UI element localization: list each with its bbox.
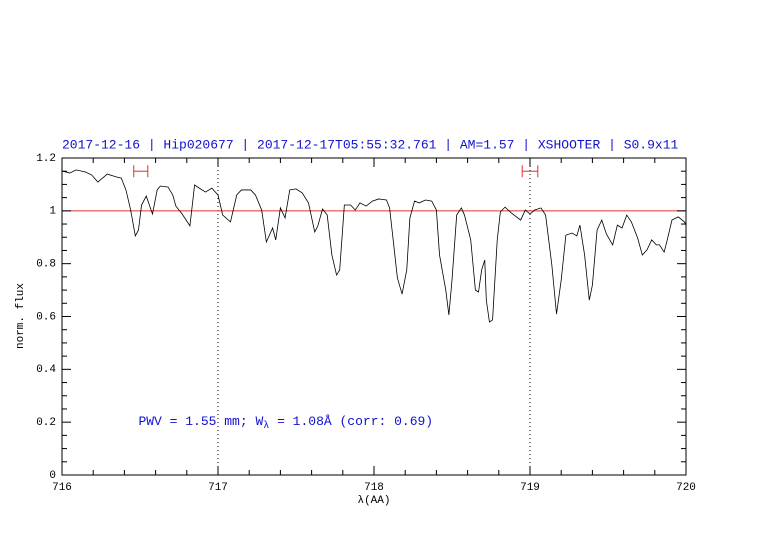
y-tick-label: 0.4 bbox=[36, 364, 56, 376]
x-tick-label: 716 bbox=[52, 482, 72, 494]
x-tick-label: 718 bbox=[364, 482, 384, 494]
chart-title: 2017-12-16 | Hip020677 | 2017-12-17T05:5… bbox=[62, 137, 678, 152]
spectrum-line bbox=[61, 169, 687, 323]
annotation-part: = 1.08Å (corr: 0.69) bbox=[269, 415, 433, 430]
y-tick-label: 0.8 bbox=[36, 259, 56, 271]
annotation-part: PWV = 1.55 mm; W bbox=[138, 415, 263, 430]
annotation-part: λ bbox=[263, 420, 269, 432]
y-tick-label: 0.6 bbox=[36, 311, 56, 323]
x-tick-label: 720 bbox=[676, 482, 696, 494]
x-axis-label: λ(AA) bbox=[357, 495, 390, 507]
y-axis-label: norm. flux bbox=[15, 283, 27, 349]
y-tick-label: 1 bbox=[49, 206, 56, 218]
y-tick-label: 0.2 bbox=[36, 417, 56, 429]
x-tick-label: 717 bbox=[208, 482, 228, 494]
annotation: PWV = 1.55 mm; Wλ = 1.08Å (corr: 0.69) bbox=[138, 415, 433, 432]
y-tick-label: 0 bbox=[49, 470, 56, 482]
y-tick-label: 1.2 bbox=[36, 153, 56, 165]
x-tick-label: 719 bbox=[520, 482, 540, 494]
